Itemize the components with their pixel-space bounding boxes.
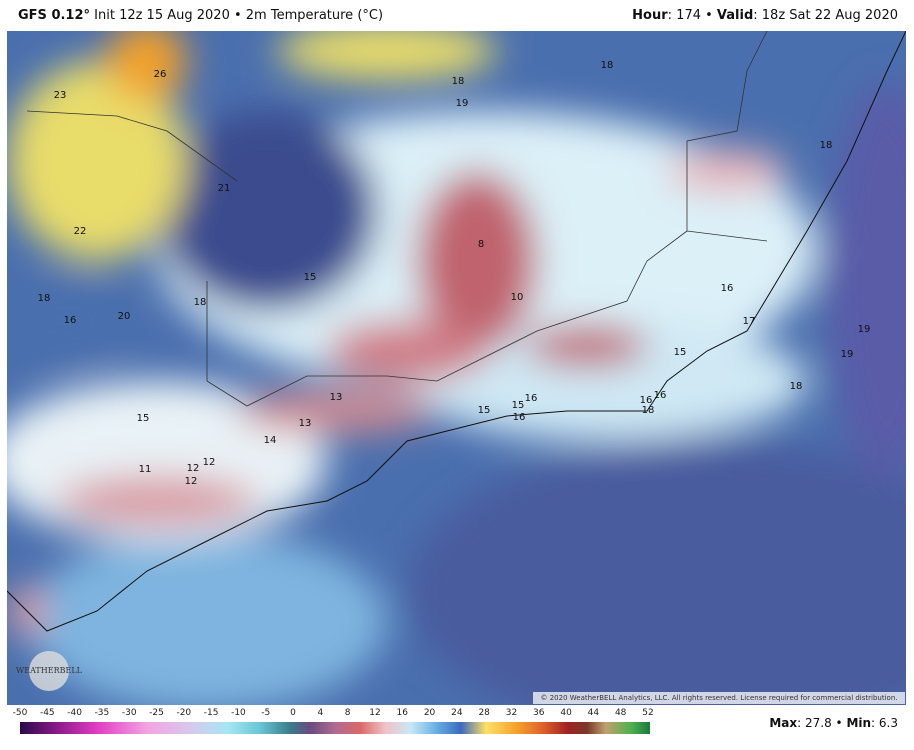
map-label: 18 xyxy=(790,381,803,392)
min-label: Min xyxy=(846,716,872,730)
colorbar-tick: -35 xyxy=(94,708,110,718)
map-label: 15 xyxy=(478,405,491,416)
map-label: 19 xyxy=(841,349,854,360)
colorbar-tick: 24 xyxy=(451,708,463,718)
colorbar-tick: 4 xyxy=(317,708,324,718)
min: : 6.3 xyxy=(871,716,898,730)
map-label: 16 xyxy=(525,393,538,404)
colorbar-tick: 48 xyxy=(614,708,627,718)
header-right: Hour: 174 • Valid: 18z Sat 22 Aug 2020 xyxy=(632,8,898,23)
valid: : 18z Sat 22 Aug 2020 xyxy=(753,8,898,23)
map-label: 13 xyxy=(330,392,343,403)
colorbar-tick: 28 xyxy=(478,708,490,718)
valid-label: Valid xyxy=(716,8,754,23)
map-label: 15 xyxy=(512,400,525,411)
map-label: 18 xyxy=(642,405,655,416)
map-label: 26 xyxy=(154,69,167,80)
map-label: 20 xyxy=(118,311,131,322)
map-label: 16 xyxy=(513,412,526,423)
colorbar-tick: 12 xyxy=(369,708,381,718)
map-label: 12 xyxy=(203,457,216,468)
map-label: 19 xyxy=(858,324,871,335)
colorbar-tick: -25 xyxy=(149,708,164,718)
map-label: 13 xyxy=(299,418,312,429)
colorbar-tick: 0 xyxy=(290,708,296,718)
colorbar-tick: -20 xyxy=(176,708,192,718)
map-label: 23 xyxy=(54,90,67,101)
map-label: 14 xyxy=(264,435,277,446)
map-label: 16 xyxy=(721,283,734,294)
map-label: 18 xyxy=(820,140,833,151)
stats: Max: 27.8 • Min: 6.3 xyxy=(769,716,898,730)
map-label: 10 xyxy=(511,292,524,303)
map-label: 15 xyxy=(137,413,150,424)
temperature-field xyxy=(7,31,906,705)
colorbar-tick: -30 xyxy=(121,708,137,718)
map-label: 8 xyxy=(478,239,484,250)
colorbar-tick: 40 xyxy=(560,708,572,718)
colorbar-tick: 52 xyxy=(642,708,654,718)
map-label: 12 xyxy=(185,476,198,487)
map-label: 16 xyxy=(640,395,653,406)
max-label: Max xyxy=(769,716,798,730)
map-label: 22 xyxy=(74,226,87,237)
map-label: 15 xyxy=(304,272,317,283)
init: Init 12z 15 Aug 2020 • 2m Temperature (°… xyxy=(90,8,384,23)
header-left: GFS 0.12° Init 12z 15 Aug 2020 • 2m Temp… xyxy=(18,8,383,23)
colorbar-tick: 8 xyxy=(344,708,351,718)
map-label: 19 xyxy=(456,98,469,109)
colorbar-tick: -50 xyxy=(12,708,28,718)
logo: WEATHERBELL xyxy=(16,651,83,691)
copyright: © 2020 WeatherBELL Analytics, LLC. All r… xyxy=(533,692,905,704)
colorbar-tick: -45 xyxy=(39,708,55,718)
map-label: 16 xyxy=(64,315,77,326)
colorbar-tick: 44 xyxy=(587,708,600,718)
map-label: 21 xyxy=(218,183,231,194)
map-label: 18 xyxy=(38,293,51,304)
map-label: 18 xyxy=(452,76,465,87)
map-label: 15 xyxy=(674,347,687,358)
map-label: 18 xyxy=(601,60,614,71)
map-label: 16 xyxy=(654,390,667,401)
colorbar-tick: -15 xyxy=(203,708,219,718)
colorbar-tick: 16 xyxy=(396,708,408,718)
hour-label: Hour xyxy=(632,8,668,23)
colorbar-tick: -40 xyxy=(67,708,82,718)
map-label: 17 xyxy=(743,316,756,327)
colorbar-tick: 36 xyxy=(533,708,545,718)
colorbar-tick: 20 xyxy=(423,708,436,718)
map-label: 11 xyxy=(139,464,152,475)
colorbar-tick: 32 xyxy=(505,708,518,718)
colorbar-tick: -5 xyxy=(261,708,271,718)
colorbar xyxy=(20,722,650,734)
max: : 27.8 • xyxy=(797,716,847,730)
hour: : 174 • xyxy=(667,8,717,23)
map-label: 12 xyxy=(187,463,200,474)
model: GFS 0.12° xyxy=(18,8,91,23)
logo-text: WEATHERBELL xyxy=(16,666,83,675)
map-label: 18 xyxy=(194,297,207,308)
colorbar-tick: -10 xyxy=(231,708,246,718)
